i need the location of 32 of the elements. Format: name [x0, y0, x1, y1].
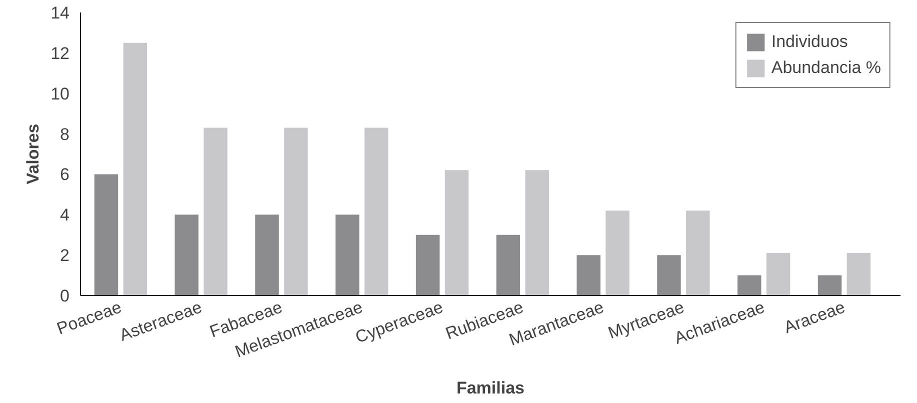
- bar: [846, 253, 871, 296]
- bar: [576, 255, 600, 296]
- bar: [416, 234, 440, 296]
- y-tick-label: 14: [50, 4, 70, 22]
- y-tick-label: 8: [60, 124, 70, 144]
- bar: [284, 128, 308, 296]
- bar: [525, 170, 549, 296]
- bar: [255, 214, 279, 296]
- y-tick-label: 0: [60, 286, 70, 306]
- y-tick-label: 4: [60, 206, 70, 225]
- legend-label: Abundancia %: [771, 58, 881, 78]
- bar: [737, 275, 762, 296]
- y-tick-label: 10: [50, 84, 70, 104]
- bar: [336, 214, 360, 296]
- x-axis-title: Familias: [456, 378, 525, 398]
- bar: [496, 234, 520, 296]
- bar: [657, 255, 681, 296]
- y-axis-title: Valores: [24, 124, 43, 184]
- y-tick-label: 2: [60, 246, 70, 266]
- bar: [174, 214, 198, 296]
- bar: [123, 42, 148, 296]
- bar: [818, 275, 842, 296]
- bar: [444, 170, 469, 296]
- y-tick-label: 6: [60, 165, 70, 184]
- bar: [94, 174, 118, 296]
- y-tick-label: 12: [50, 44, 70, 63]
- bar: [766, 253, 790, 296]
- bar: [606, 210, 630, 296]
- bar: [364, 128, 388, 296]
- bar: [686, 210, 710, 296]
- legend-label: Individuos: [771, 32, 848, 52]
- bar: [204, 128, 228, 296]
